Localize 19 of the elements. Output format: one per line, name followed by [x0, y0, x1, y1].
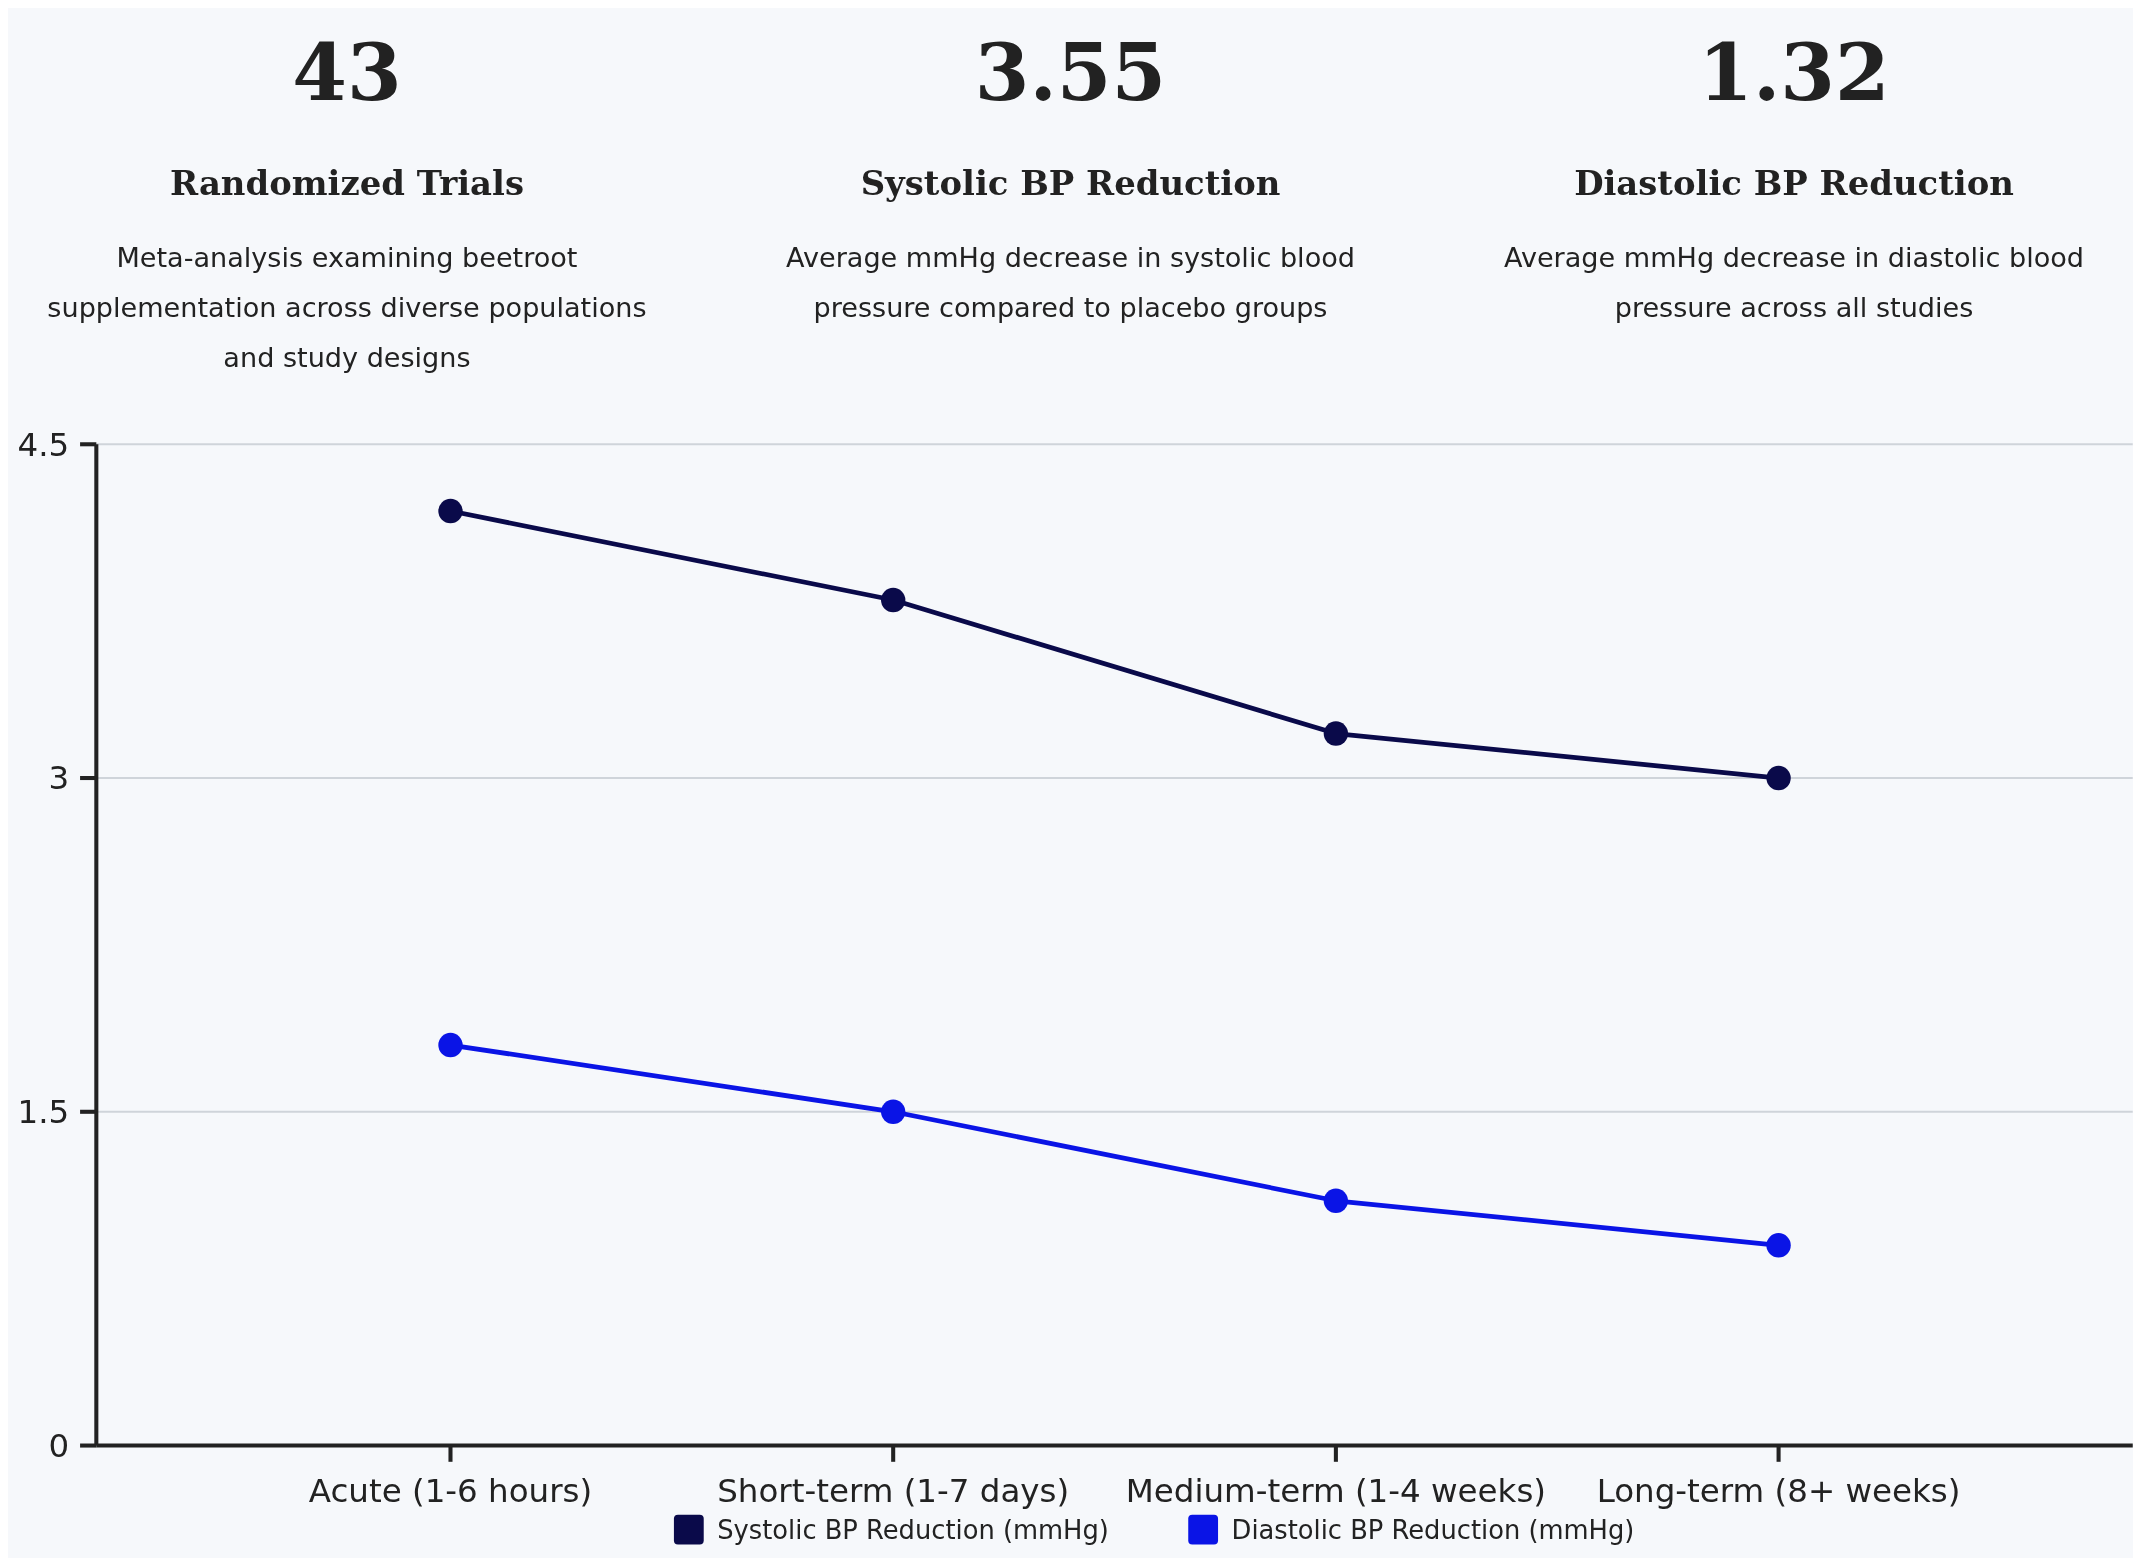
- x-tick-label: Short-term (1-7 days): [717, 1472, 1070, 1511]
- text: 1.32: [1698, 26, 1890, 120]
- legend-label: Diastolic BP Reduction (mmHg): [1231, 1514, 1635, 1545]
- y-tick-label: 4.5: [17, 425, 70, 464]
- text: 43: [292, 26, 402, 120]
- x-tick-label: Acute (1-6 hours): [308, 1472, 593, 1511]
- y-tick-label: 3: [48, 759, 70, 798]
- text: Average mmHg decrease in systolic blood pressure compared to placebo groups: [786, 241, 1355, 323]
- text: Systolic BP Reduction: [860, 162, 1281, 203]
- x-tick-label: Medium-term (1-4 weeks): [1125, 1472, 1547, 1511]
- text: Diastolic BP Reduction: [1574, 162, 2014, 203]
- y-tick-label: 0: [48, 1426, 70, 1465]
- legend-label: Systolic BP Reduction (mmHg): [717, 1514, 1109, 1545]
- text: Randomized Trials: [170, 162, 524, 203]
- y-tick-label: 1.5: [17, 1093, 70, 1132]
- x-tick-label: Long-term (8+ weeks): [1596, 1472, 1961, 1511]
- text: Average mmHg decrease in diastolic blood pressure across all studies: [1503, 241, 2085, 323]
- text: Meta-analysis examining beetroot supplementation across diverse populations and study designs: [47, 241, 647, 374]
- text: 3.55: [974, 26, 1167, 120]
